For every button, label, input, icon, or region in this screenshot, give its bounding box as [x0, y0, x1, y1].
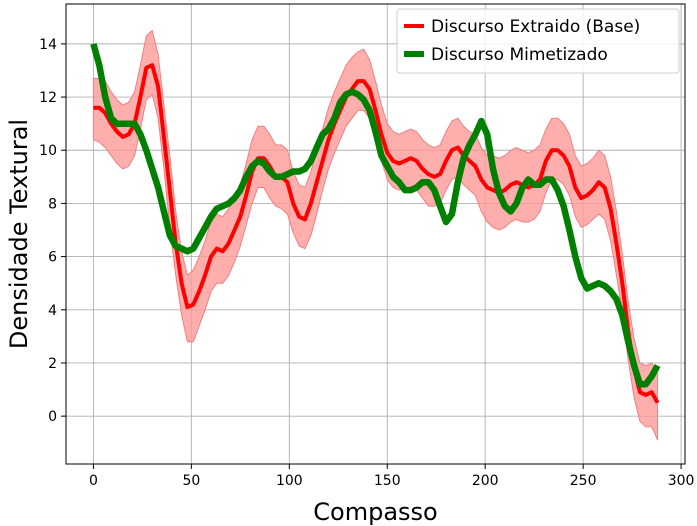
- legend-box: [396, 8, 680, 74]
- y-tick-label: 4: [48, 303, 57, 319]
- x-tick-label: 0: [89, 473, 98, 489]
- x-axis-label: Compasso: [313, 498, 437, 526]
- series-line-base: [93, 63, 660, 404]
- y-tick-label: 6: [48, 250, 57, 266]
- y-axis-label: Densidade Textural: [5, 119, 33, 349]
- legend-label-base: Discurso Extraido (Base): [431, 17, 640, 37]
- y-tick-label: 10: [39, 143, 57, 159]
- x-tick-label: 300: [668, 473, 695, 489]
- x-tick-label: 50: [182, 473, 200, 489]
- y-tick-label: 12: [39, 90, 57, 106]
- x-tick-label: 200: [472, 473, 499, 489]
- x-tick-label: 100: [276, 473, 303, 489]
- ticks: 0 50 100 150 200 250 300 0 2 4 6 8 10 12 14: [39, 37, 694, 489]
- series-lines: [90, 43, 661, 404]
- y-tick-label: 0: [48, 409, 57, 425]
- series-line-mimetizado: [90, 43, 661, 388]
- y-tick-label: 14: [39, 37, 57, 53]
- x-tick-label: 250: [570, 473, 597, 489]
- plot-frame: [65, 3, 686, 465]
- legend-label-mimetizado: Discurso Mimetizado: [431, 45, 608, 65]
- y-tick-label: 8: [48, 196, 57, 212]
- x-tick-label: 150: [374, 473, 401, 489]
- legend: Discurso Extraido (Base) Discurso Mimeti…: [396, 8, 680, 74]
- y-tick-label: 2: [48, 356, 57, 372]
